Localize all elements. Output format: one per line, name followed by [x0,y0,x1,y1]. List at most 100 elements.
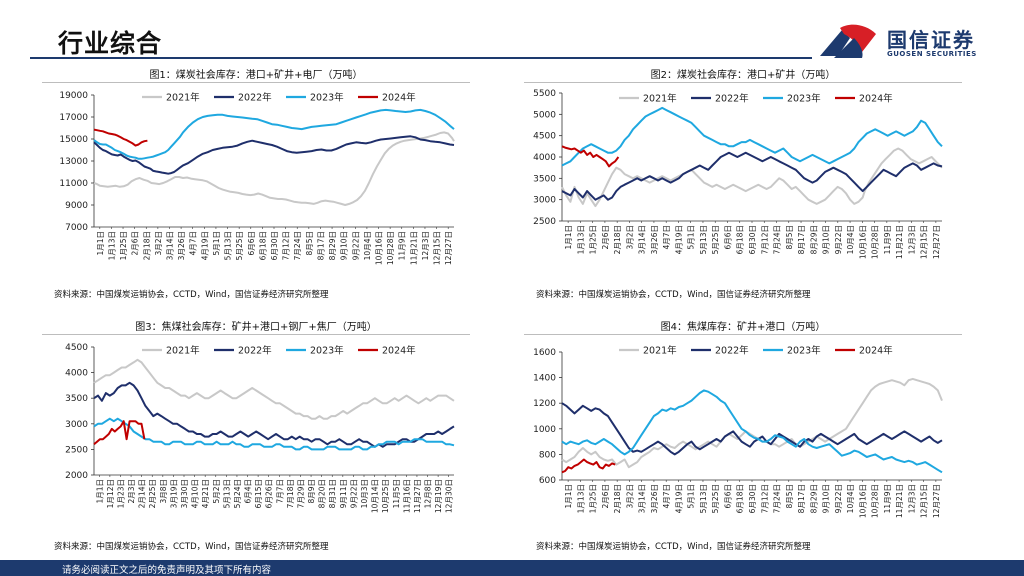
series-line-2021 [93,131,455,206]
x-tick-label: 2月14日 [138,479,147,508]
series-line-2024 [93,420,146,446]
y-tick-label: 1000 [533,425,556,435]
x-tick-label: 3月14日 [165,231,174,260]
y-tick-label: 2500 [65,445,88,455]
x-tick-label: 4月19日 [674,484,683,513]
series-line-2022 [93,381,455,448]
footer-disclaimer: 请务必阅读正文之后的免责声明及其项下所有内容 [62,565,272,576]
x-tick-label: 3月8日 [159,479,168,504]
legend-label: 2024年 [382,345,416,357]
title-divider [42,82,470,83]
x-tick-label: 10月14日 [371,479,380,513]
x-tick-label: 3月2日 [154,231,163,256]
x-tick-label: 6月18日 [736,484,745,513]
x-tick-label: 12月3日 [907,225,916,254]
y-tick-label: 4000 [533,153,556,163]
x-tick-label: 1月13日 [576,484,585,513]
x-tick-label: 5月13日 [222,479,231,508]
x-tick-label: 4月19日 [200,231,209,260]
x-tick-label: 5月13日 [699,484,708,513]
x-tick-label: 9月22日 [834,225,843,254]
x-tick-label: 7月12日 [760,484,769,513]
header-divider [30,57,812,59]
x-tick-label: 1月12日 [106,479,115,508]
x-tick-label: 12月3日 [907,484,916,513]
x-tick-label: 8月5日 [785,225,794,250]
legend-label: 2021年 [166,92,200,104]
footer-bar: 请务必阅读正文之后的免责声明及其项下所有内容 [0,560,1024,576]
x-tick-label: 9月11日 [339,479,348,508]
y-tick-label: 4000 [65,369,88,379]
chart-title: 图1：煤炭社会库存：港口+矿井+电厂（万吨） [149,70,363,81]
legend-label: 2024年 [859,345,893,357]
x-tick-label: 9月10日 [822,225,831,254]
y-tick-label: 9000 [65,201,88,211]
company-logo: 国信证券 GUOSEN SECURITIES [816,22,996,62]
logo-mark-icon [820,24,876,58]
logo-text-cn: 国信证券 [887,28,975,52]
legend-label: 2021年 [643,345,677,357]
series-line-2021 [561,147,943,208]
x-tick-label: 8月29日 [809,484,818,513]
x-tick-label: 6月30日 [748,484,757,513]
x-tick-label: 3月2日 [625,225,634,250]
x-tick-label: 8月17日 [316,231,325,260]
chart-source: 资料来源：中国煤炭运销协会，CCTD，Wind，国信证券经济研究所整理 [536,542,811,552]
series-line-2023 [561,389,943,474]
x-tick-label: 3月26日 [650,225,659,254]
x-tick-label: 10月16日 [375,231,384,265]
x-tick-label: 11月16日 [402,479,411,513]
y-tick-label: 4500 [533,132,556,142]
x-tick-label: 9月22日 [351,231,360,260]
y-tick-label: 2500 [533,217,556,227]
x-tick-label: 10月4日 [846,225,855,254]
x-tick-label: 12月8日 [424,479,433,508]
x-tick-label: 8月31日 [328,479,337,508]
x-tick-label: 3月2日 [625,484,634,509]
x-tick-label: 12月27日 [444,231,453,265]
x-tick-label: 6月15日 [254,479,263,508]
series-line-2023 [561,106,943,167]
x-tick-label: 8月20日 [318,479,327,508]
x-tick-label: 1月25日 [589,484,598,513]
legend-label: 2024年 [859,93,893,105]
legend-label: 2022年 [715,345,749,357]
x-tick-label: 2月18日 [142,231,151,260]
x-tick-label: 10月28日 [871,225,880,259]
x-tick-label: 5月1日 [687,225,696,250]
legend-label: 2024年 [382,92,416,104]
x-tick-label: 12月30日 [445,479,454,513]
x-tick-label: 7月7日 [275,479,284,504]
y-tick-label: 4500 [65,343,88,353]
chart-title: 图3：焦煤社会库存：矿井+港口+钢厂+焦厂（万吨） [135,322,377,333]
x-tick-label: 5月25日 [711,484,720,513]
y-tick-label: 1400 [533,374,556,384]
series-line-2022 [561,151,943,201]
chart-title: 图2：煤炭社会库存：港口+矿井（万吨） [650,70,836,81]
page-title: 行业综合 [58,29,163,58]
y-tick-label: 19000 [59,91,88,101]
x-tick-label: 11月21日 [895,225,904,259]
x-tick-label: 7月29日 [296,479,305,508]
series-line-2022 [561,402,943,456]
x-tick-label: 9月10日 [340,231,349,260]
x-tick-label: 10月4日 [363,231,372,260]
chart-1-canvas: 7000 9000 11000 13000 15000 17000 19000 1月1日 1月1… [59,91,455,265]
x-tick-label: 12月3日 [421,231,430,260]
x-tick-label: 12月19日 [434,479,443,513]
y-tick-label: 3000 [533,196,556,206]
x-tick-label: 12月15日 [920,484,929,518]
x-tick-label: 2月6日 [131,231,140,256]
title-divider [524,82,962,83]
chart-panel-2: 图2：煤炭社会库存：港口+矿井（万吨） 2500 3000 3500 4000 4500… [524,63,962,303]
x-tick-label: 5月1日 [212,231,221,256]
chart-source: 资料来源：中国煤炭运销协会，CCTD，Wind，国信证券经济研究所整理 [536,290,811,300]
x-tick-label: 2月18日 [613,225,622,254]
y-tick-label: 1600 [533,348,556,358]
x-tick-label: 11月9日 [398,231,407,260]
x-tick-label: 5月13日 [224,231,233,260]
y-tick-label: 3500 [533,174,556,184]
x-tick-label: 12月15日 [920,225,929,259]
x-tick-label: 6月6日 [247,231,256,256]
x-tick-label: 8月29日 [328,231,337,260]
